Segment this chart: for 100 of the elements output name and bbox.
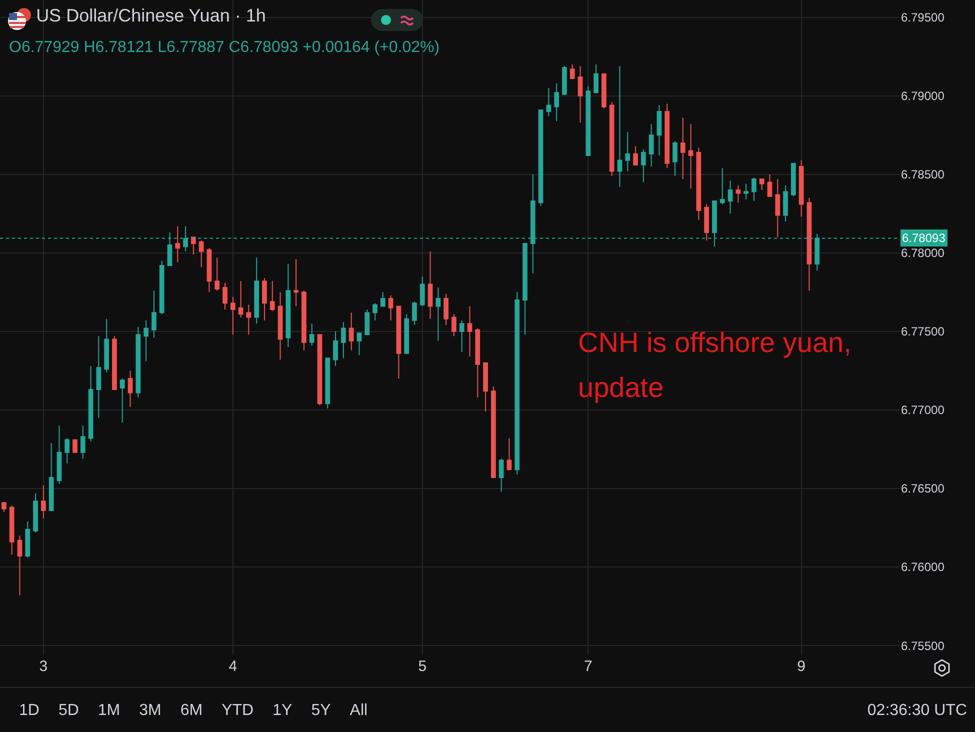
candlestick bbox=[254, 257, 260, 324]
candlestick bbox=[80, 425, 86, 460]
y-tick-label: 6.76000 bbox=[901, 560, 945, 574]
x-tick-label: 9 bbox=[797, 658, 806, 675]
candlestick bbox=[767, 174, 772, 197]
candlestick bbox=[570, 64, 575, 80]
candlestick bbox=[609, 102, 614, 176]
candlestick bbox=[759, 178, 764, 191]
candlestick bbox=[436, 286, 441, 342]
candlestick bbox=[144, 320, 148, 362]
candlestick bbox=[790, 162, 796, 197]
y-tick-label: 6.79000 bbox=[901, 89, 945, 104]
candlestick bbox=[498, 458, 504, 492]
candlestick bbox=[152, 290, 156, 338]
candlestick bbox=[214, 257, 220, 292]
candlestick bbox=[396, 306, 402, 380]
candlestick bbox=[736, 184, 741, 204]
candlestick bbox=[238, 280, 244, 318]
candlestick bbox=[120, 378, 125, 424]
candlestick bbox=[475, 328, 480, 398]
candlestick bbox=[554, 82, 560, 122]
toolbar: 1D 5D 1M 3M 6M YTD 1Y 5Y All 02:36:30 UTC bbox=[0, 687, 975, 732]
candlestick bbox=[744, 183, 748, 200]
candlestick bbox=[309, 323, 314, 346]
candlestick bbox=[428, 250, 433, 320]
candlestick bbox=[372, 302, 378, 321]
candlestick bbox=[752, 176, 756, 202]
candlestick bbox=[522, 242, 528, 336]
candlestick bbox=[806, 197, 812, 292]
candlestick bbox=[656, 104, 662, 156]
candlestick bbox=[325, 358, 330, 409]
y-tick-label: 6.78500 bbox=[901, 168, 945, 182]
candlestick bbox=[648, 124, 654, 167]
candlestick bbox=[112, 336, 117, 390]
candlestick bbox=[420, 276, 425, 307]
candlestick bbox=[317, 334, 322, 406]
y-tick-label: 6.77500 bbox=[901, 324, 945, 339]
candlestick bbox=[33, 492, 38, 533]
candlestick bbox=[688, 124, 694, 189]
candlestick bbox=[302, 290, 306, 351]
candlestick bbox=[340, 322, 346, 359]
candlestick bbox=[578, 65, 583, 124]
candlestick bbox=[278, 292, 283, 360]
candlestick bbox=[356, 332, 362, 356]
candlestick bbox=[546, 87, 552, 117]
candlestick bbox=[333, 330, 338, 366]
candlestick bbox=[230, 296, 236, 336]
candlestick bbox=[40, 484, 46, 519]
candlestick bbox=[617, 65, 622, 188]
candlestick bbox=[17, 535, 22, 596]
candlestick bbox=[490, 386, 496, 478]
candlestick bbox=[96, 336, 102, 418]
candlestick bbox=[586, 86, 591, 156]
x-tick-label: 3 bbox=[39, 658, 48, 675]
candlestick bbox=[664, 103, 670, 169]
candlestick bbox=[246, 304, 252, 336]
candlestick bbox=[206, 248, 212, 293]
candlestick bbox=[175, 226, 180, 263]
text: O6.77929 H6.78121 L6.77887 C6.78093 +0.00164 (+0.02%) bbox=[9, 39, 440, 56]
annotation: CNH is offshore yuan, update bbox=[578, 327, 852, 403]
candlestick bbox=[25, 520, 30, 558]
candlestick bbox=[404, 314, 410, 354]
candlestick bbox=[602, 73, 606, 109]
y-tick-label: 6.78000 bbox=[901, 246, 945, 260]
candlestick bbox=[444, 293, 448, 326]
candlestick bbox=[270, 280, 275, 312]
candlestick bbox=[538, 109, 544, 206]
candlestick bbox=[294, 258, 298, 307]
candlestick bbox=[514, 292, 520, 475]
candlestick bbox=[696, 147, 702, 220]
y-tick-label: 6.75500 bbox=[901, 638, 945, 653]
candlestick bbox=[262, 278, 267, 321]
candlestick bbox=[9, 505, 14, 555]
candlestick bbox=[562, 65, 567, 95]
candlestick bbox=[388, 294, 394, 321]
x-tick-label: 7 bbox=[584, 658, 592, 675]
candlestick bbox=[672, 140, 678, 176]
candlestick bbox=[412, 301, 417, 326]
candlestick bbox=[286, 263, 291, 348]
candlestick bbox=[88, 365, 94, 442]
candlestick bbox=[506, 438, 512, 470]
candlestick bbox=[704, 204, 710, 241]
candlestick bbox=[633, 146, 638, 166]
candlestick bbox=[2, 502, 6, 513]
candlestick bbox=[798, 160, 804, 218]
candlestick bbox=[136, 326, 141, 398]
candlestick bbox=[775, 178, 780, 238]
candlestick bbox=[452, 314, 456, 337]
candlestick bbox=[364, 308, 370, 336]
candlestick bbox=[48, 442, 54, 511]
ref-line-label: 6.78093 bbox=[902, 231, 946, 245]
candlestick bbox=[483, 362, 488, 412]
candlestick bbox=[128, 370, 133, 408]
candlestick bbox=[625, 131, 630, 172]
y-tick-label: 6.76500 bbox=[901, 482, 945, 496]
candlestick bbox=[594, 64, 598, 94]
candlestick bbox=[728, 180, 733, 214]
candlestick bbox=[56, 425, 62, 484]
candlestick bbox=[222, 282, 228, 310]
chart-title: US Dollar/Chinese Yuan · 1h bbox=[36, 5, 266, 26]
